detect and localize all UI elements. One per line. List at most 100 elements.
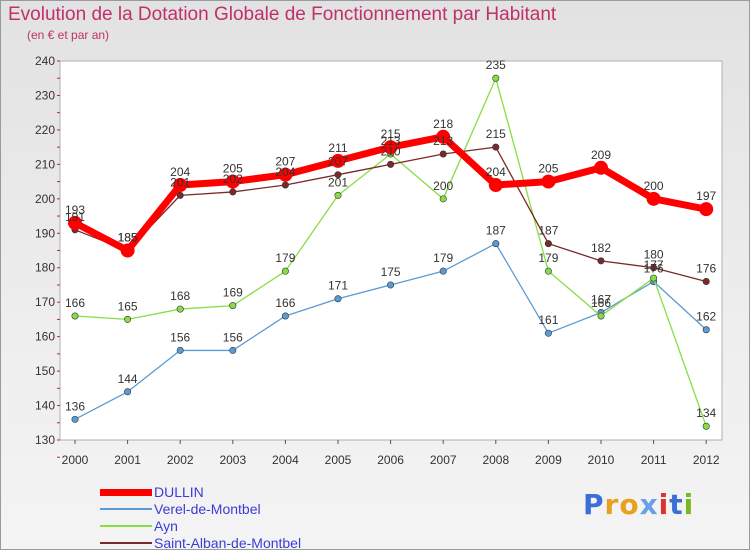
y-tick-label: 140 — [35, 399, 55, 413]
legend-swatch — [100, 525, 152, 527]
x-tick-label: 2008 — [482, 453, 509, 467]
data-label: 202 — [223, 172, 243, 186]
data-label: 180 — [644, 248, 664, 262]
data-label: 156 — [170, 330, 190, 344]
data-label: 144 — [118, 372, 138, 386]
data-label: 204 — [170, 165, 190, 179]
logo-letter: P — [583, 488, 605, 521]
y-tick-label: 160 — [35, 330, 55, 344]
data-point — [439, 150, 447, 158]
data-point — [229, 302, 237, 310]
data-label: 200 — [644, 179, 664, 193]
data-point — [383, 140, 398, 155]
data-point — [71, 312, 79, 320]
y-tick-label: 240 — [35, 54, 55, 68]
data-label: 191 — [65, 210, 85, 224]
data-point — [594, 160, 608, 175]
data-point — [229, 188, 237, 196]
data-point — [439, 195, 447, 203]
data-point — [331, 153, 345, 168]
data-label: 179 — [275, 251, 295, 265]
data-label: 177 — [644, 258, 664, 272]
data-label: 207 — [328, 155, 348, 169]
y-tick-label: 180 — [35, 261, 55, 275]
data-point — [702, 326, 710, 334]
logo-letter: i — [683, 488, 695, 521]
data-label: 205 — [223, 162, 243, 176]
data-point — [544, 329, 552, 337]
data-point — [334, 295, 342, 303]
logo-letter: x — [639, 488, 659, 521]
data-label: 136 — [65, 399, 85, 413]
data-point — [699, 202, 714, 217]
x-tick-label: 2011 — [641, 453, 667, 467]
data-label: 185 — [118, 231, 138, 245]
data-point — [646, 191, 661, 206]
data-point — [544, 267, 552, 275]
data-point — [436, 129, 451, 144]
data-label: 175 — [381, 265, 401, 279]
data-label: 166 — [275, 296, 295, 310]
legend-label: Verel-de-Montbel — [154, 501, 261, 517]
data-label: 187 — [486, 224, 506, 238]
data-label: 205 — [538, 162, 558, 176]
data-point — [176, 346, 184, 354]
y-tick-label: 130 — [35, 433, 55, 447]
data-label: 166 — [591, 296, 611, 310]
logo-letter: r — [604, 488, 620, 521]
y-tick-label: 230 — [35, 88, 55, 102]
legend-label: Saint-Alban-de-Montbel — [154, 535, 302, 551]
data-label: 213 — [433, 134, 453, 148]
logo-letter: i — [658, 488, 670, 521]
legend-swatch — [100, 488, 152, 496]
data-point — [173, 178, 188, 193]
data-label: 156 — [223, 330, 243, 344]
x-tick-label: 2010 — [588, 453, 615, 467]
y-tick-label: 150 — [35, 364, 55, 378]
data-point — [281, 312, 289, 320]
data-point — [225, 174, 240, 189]
data-point — [71, 415, 79, 423]
data-point — [281, 181, 289, 189]
legend-swatch — [100, 508, 152, 510]
data-label: 162 — [696, 310, 716, 324]
legend-label: DULLIN — [154, 484, 204, 500]
x-tick-label: 2005 — [325, 453, 352, 467]
y-tick-label: 190 — [35, 226, 55, 240]
legend-swatch — [100, 542, 152, 544]
data-label: 169 — [223, 286, 243, 300]
data-label: 210 — [381, 144, 401, 158]
data-label: 176 — [696, 262, 716, 276]
data-point — [120, 243, 135, 258]
logo-letter: t — [669, 488, 684, 521]
y-tick-label: 200 — [35, 192, 55, 206]
data-label: 207 — [275, 155, 295, 169]
data-label: 168 — [170, 289, 190, 303]
data-label: 176 — [644, 262, 664, 276]
data-point — [650, 264, 658, 272]
data-point — [281, 267, 289, 275]
x-tick-label: 2009 — [535, 453, 562, 467]
data-label: 187 — [538, 224, 558, 238]
data-point — [650, 274, 658, 282]
data-label: 201 — [170, 175, 190, 189]
proxiti-logo: Proxiti — [583, 488, 694, 521]
data-point — [439, 267, 447, 275]
data-label: 165 — [118, 299, 138, 313]
x-tick-label: 2002 — [167, 453, 194, 467]
data-label: 215 — [381, 127, 401, 141]
y-tick-label: 210 — [35, 157, 55, 171]
data-label: 193 — [65, 203, 85, 217]
data-label: 166 — [65, 296, 85, 310]
logo-letter: o — [619, 488, 640, 521]
data-label: 215 — [486, 127, 506, 141]
data-point — [702, 278, 710, 286]
data-point — [492, 74, 500, 82]
data-label: 204 — [486, 165, 506, 179]
data-label: 185 — [118, 231, 138, 245]
y-tick-label: 170 — [35, 295, 55, 309]
data-point — [387, 160, 395, 168]
data-point — [176, 305, 184, 313]
data-point — [176, 191, 184, 199]
x-tick-label: 2004 — [272, 453, 299, 467]
